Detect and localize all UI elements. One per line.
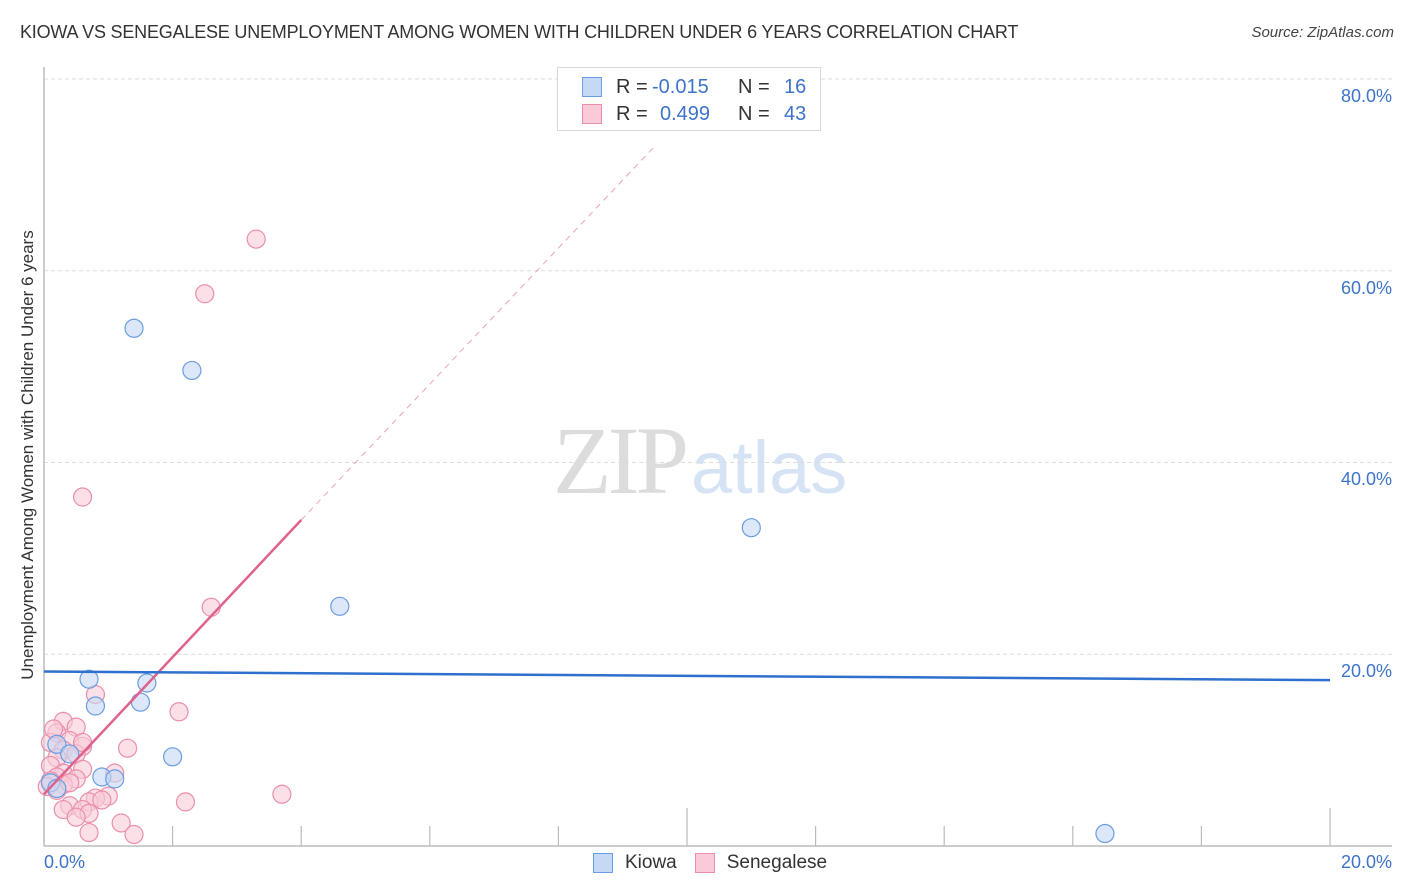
n-label: N = — [738, 102, 770, 125]
n-value: 16 — [784, 75, 807, 98]
correlation-legend: R = -0.015 N = 16 R = 0.499 N = 43 — [557, 67, 821, 131]
kiowa-point — [79, 669, 99, 689]
y-tick-20: 20.0% — [1340, 661, 1392, 681]
kiowa-point — [47, 734, 67, 754]
legend-row-senegalese: R = 0.499 N = 43 — [582, 102, 806, 126]
kiowa-point — [182, 360, 202, 381]
legend-label-kiowa: Kiowa — [625, 852, 677, 873]
senegalese-point — [124, 824, 144, 845]
zipatlas-watermark: ZIPatlas — [553, 405, 847, 516]
senegalese-trend-line — [43, 519, 303, 796]
legend-item-kiowa[interactable]: Kiowa — [593, 852, 677, 874]
kiowa-point — [163, 747, 183, 767]
senegalese-point — [92, 790, 112, 810]
chart-title: KIOWA VS SENEGALESE UNEMPLOYMENT AMONG W… — [20, 22, 1019, 42]
senegalese-point — [117, 738, 138, 758]
kiowa-trend-line — [43, 670, 1331, 682]
y-axis-label: Unemployment Among Women with Children U… — [18, 230, 37, 680]
senegalese-swatch-icon — [694, 853, 715, 873]
watermark-atlas: atlas — [691, 426, 848, 509]
senegalese-point — [175, 792, 196, 812]
n-value: 43 — [784, 102, 807, 125]
kiowa-point — [85, 696, 106, 716]
kiowa-point — [130, 692, 151, 712]
r-label: R = — [616, 102, 648, 125]
x-tick-20: 20.0% — [1340, 852, 1392, 872]
senegalese-point — [246, 229, 266, 249]
r-label: R = — [616, 75, 648, 98]
x-tick-0: 0.0% — [44, 852, 86, 872]
senegalese-point — [169, 702, 189, 722]
kiowa-point — [60, 744, 80, 764]
senegalese-swatch-icon — [582, 104, 602, 124]
legend-item-senegalese[interactable]: Senegalese — [694, 852, 828, 874]
y-tick-40: 40.0% — [1340, 469, 1392, 489]
n-label: N = — [738, 75, 770, 98]
kiowa-swatch-icon — [582, 77, 602, 97]
series-legend: Kiowa Senegalese — [593, 852, 845, 874]
kiowa-point — [741, 518, 761, 538]
senegalese-point — [111, 813, 131, 833]
legend-row-kiowa: R = -0.015 N = 16 — [582, 75, 806, 99]
senegalese-trend-extension — [300, 145, 656, 521]
y-tick-80: 80.0% — [1340, 86, 1392, 106]
kiowa-point — [105, 769, 125, 789]
r-value: -0.015 — [652, 75, 709, 98]
source-label: Source: ZipAtlas.com — [1251, 24, 1394, 41]
kiowa-point — [124, 318, 144, 338]
kiowa-point — [330, 596, 350, 616]
senegalese-point — [79, 822, 99, 843]
kiowa-swatch-icon — [593, 853, 613, 873]
y-tick-60: 60.0% — [1340, 278, 1392, 298]
senegalese-point — [201, 597, 221, 617]
senegalese-point — [272, 784, 292, 804]
r-value: 0.499 — [660, 102, 711, 125]
senegalese-point — [66, 807, 86, 827]
kiowa-point — [1095, 823, 1115, 844]
senegalese-point — [72, 487, 93, 507]
watermark-zip: ZIP — [553, 407, 689, 514]
legend-label-senegalese: Senegalese — [726, 852, 828, 873]
senegalese-point — [195, 284, 215, 304]
